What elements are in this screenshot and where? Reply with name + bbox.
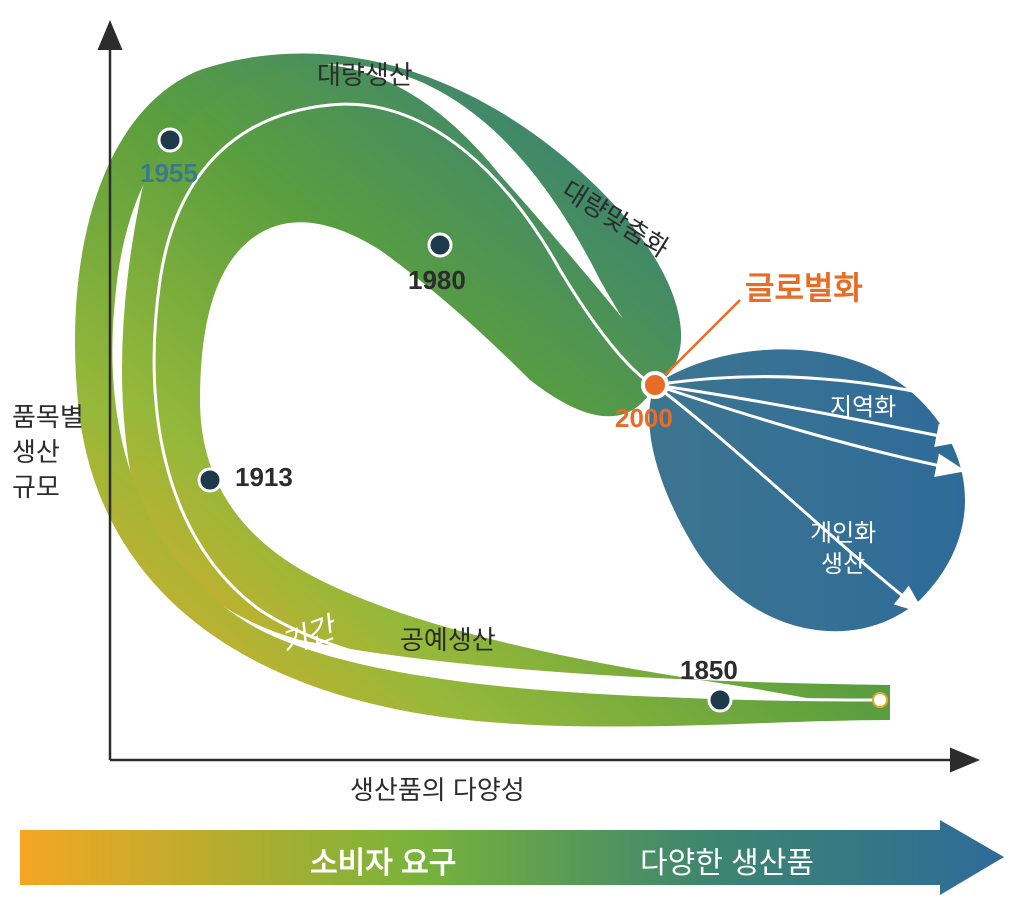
bottom-arrow-label-diverse: 다양한 생산품 [640,838,814,882]
point-1955 [159,129,181,151]
point-1913 [199,469,221,491]
y-axis-label: 품목별 생산 규모 [12,400,84,505]
bottom-arrow-label-consumer: 소비자 요구 [310,838,456,882]
bottom-arrow [20,820,1004,895]
x-axis-label: 생산품의 다양성 [350,770,525,807]
era-label-massproduction: 대량생산 [317,55,413,92]
bottom-arrow-shape [20,820,1004,895]
year-1980: 1980 [408,265,466,296]
year-1850: 1850 [680,655,738,686]
highlight-globalization: 글로벌화 [745,263,863,309]
point-1980 [429,234,451,256]
flow-label-regional: 지역화 [830,392,896,423]
flow-label-personal: 개인화 생산 [810,518,876,580]
point-2000 [643,373,667,397]
era-label-craft: 공예생산 [400,620,496,657]
year-1955: 1955 [140,158,198,189]
point-1850 [709,689,731,711]
year-2000: 2000 [615,403,673,434]
end-dot [873,693,887,707]
year-1913: 1913 [235,462,293,493]
